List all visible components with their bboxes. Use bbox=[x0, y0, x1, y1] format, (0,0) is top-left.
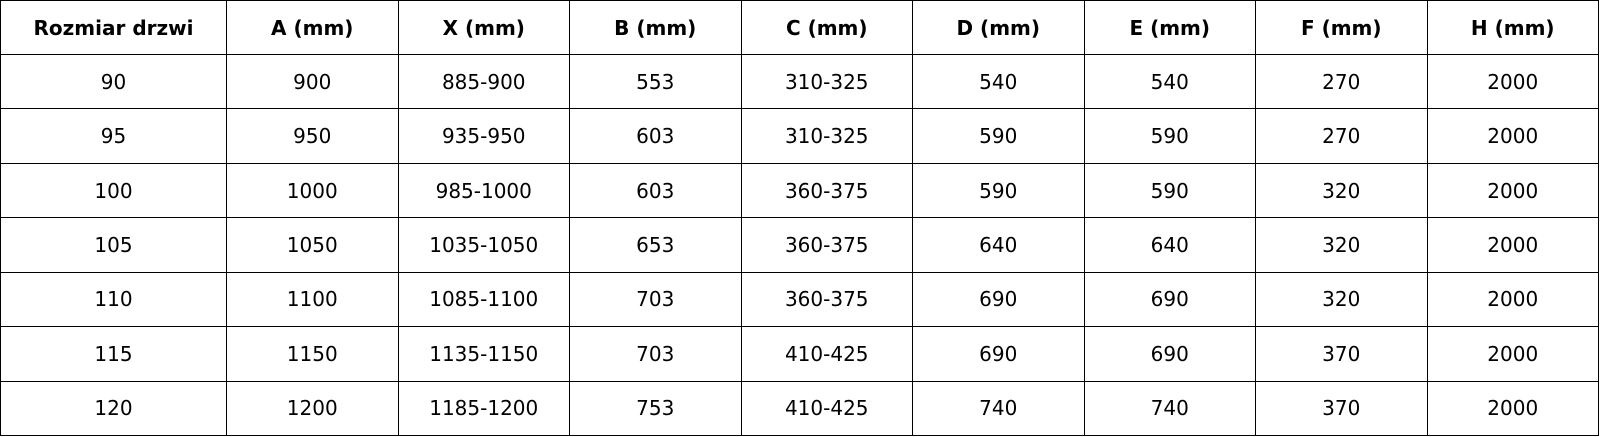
table-cell: 110 bbox=[0, 271, 227, 328]
table-cell: 2000 bbox=[1426, 53, 1599, 110]
table-row: 110 1100 1085-1100 703 360-375 690 690 320 2000 bbox=[0, 271, 1599, 328]
table-cell: 950 bbox=[226, 108, 399, 164]
column-header: C (mm) bbox=[740, 0, 913, 55]
table-cell: 590 bbox=[1083, 162, 1256, 219]
table-cell: 320 bbox=[1255, 162, 1428, 219]
table-cell: 1135-1150 bbox=[397, 326, 570, 382]
table-cell: 105 bbox=[0, 217, 227, 273]
table-cell: 95 bbox=[0, 108, 227, 164]
table-cell: 740 bbox=[1083, 380, 1256, 437]
table-row: 115 1150 1135-1150 703 410-425 690 690 370 2000 bbox=[0, 326, 1599, 382]
column-header: F (mm) bbox=[1255, 0, 1428, 55]
column-header: Rozmiar drzwi bbox=[0, 0, 227, 55]
table-cell: 590 bbox=[912, 162, 1085, 219]
column-header: E (mm) bbox=[1083, 0, 1256, 55]
table-cell: 690 bbox=[1083, 326, 1256, 382]
table-cell: 1185-1200 bbox=[397, 380, 570, 437]
table-cell: 320 bbox=[1255, 217, 1428, 273]
table-cell: 2000 bbox=[1426, 108, 1599, 164]
table-cell: 703 bbox=[569, 326, 742, 382]
table-cell: 270 bbox=[1255, 53, 1428, 110]
table-cell: 370 bbox=[1255, 326, 1428, 382]
table-cell: 603 bbox=[569, 162, 742, 219]
table-cell: 740 bbox=[912, 380, 1085, 437]
table-row: 100 1000 985-1000 603 360-375 590 590 320 2000 bbox=[0, 162, 1599, 219]
table-cell: 360-375 bbox=[740, 271, 913, 328]
table-cell: 553 bbox=[569, 53, 742, 110]
column-header: X (mm) bbox=[397, 0, 570, 55]
table-cell: 310-325 bbox=[740, 108, 913, 164]
table-cell: 640 bbox=[912, 217, 1085, 273]
table-cell: 2000 bbox=[1426, 271, 1599, 328]
table-cell: 1100 bbox=[226, 271, 399, 328]
table-cell: 2000 bbox=[1426, 162, 1599, 219]
table-cell: 603 bbox=[569, 108, 742, 164]
table-cell: 310-325 bbox=[740, 53, 913, 110]
table-cell: 1085-1100 bbox=[397, 271, 570, 328]
table-cell: 270 bbox=[1255, 108, 1428, 164]
table-cell: 410-425 bbox=[740, 326, 913, 382]
header-row: Rozmiar drzwi A (mm) X (mm) B (mm) C (mm) D (… bbox=[0, 0, 1599, 55]
table-cell: 1150 bbox=[226, 326, 399, 382]
table-cell: 115 bbox=[0, 326, 227, 382]
table-cell: 360-375 bbox=[740, 162, 913, 219]
table-cell: 900 bbox=[226, 53, 399, 110]
column-header: A (mm) bbox=[226, 0, 399, 55]
table-cell: 690 bbox=[1083, 271, 1256, 328]
table-cell: 90 bbox=[0, 53, 227, 110]
column-header: D (mm) bbox=[912, 0, 1085, 55]
table-cell: 540 bbox=[912, 53, 1085, 110]
table-cell: 1200 bbox=[226, 380, 399, 437]
table-cell: 1050 bbox=[226, 217, 399, 273]
table-cell: 370 bbox=[1255, 380, 1428, 437]
table-cell: 985-1000 bbox=[397, 162, 570, 219]
table-cell: 935-950 bbox=[397, 108, 570, 164]
table-cell: 753 bbox=[569, 380, 742, 437]
table-row: 120 1200 1185-1200 753 410-425 740 740 370 2000 bbox=[0, 380, 1599, 437]
column-header: H (mm) bbox=[1426, 0, 1599, 55]
table-row: 95 950 935-950 603 310-325 590 590 270 2000 bbox=[0, 108, 1599, 164]
table-cell: 2000 bbox=[1426, 326, 1599, 382]
table-cell: 703 bbox=[569, 271, 742, 328]
table-cell: 1035-1050 bbox=[397, 217, 570, 273]
table-cell: 2000 bbox=[1426, 217, 1599, 273]
table-cell: 640 bbox=[1083, 217, 1256, 273]
table-cell: 590 bbox=[1083, 108, 1256, 164]
table-cell: 100 bbox=[0, 162, 227, 219]
table-row: 90 900 885-900 553 310-325 540 540 270 2000 bbox=[0, 53, 1599, 110]
table-cell: 1000 bbox=[226, 162, 399, 219]
table-cell: 690 bbox=[912, 326, 1085, 382]
table-cell: 690 bbox=[912, 271, 1085, 328]
table-cell: 590 bbox=[912, 108, 1085, 164]
table-cell: 2000 bbox=[1426, 380, 1599, 437]
table-cell: 653 bbox=[569, 217, 742, 273]
table-row: 105 1050 1035-1050 653 360-375 640 640 320 2000 bbox=[0, 217, 1599, 273]
column-header: B (mm) bbox=[569, 0, 742, 55]
table-cell: 540 bbox=[1083, 53, 1256, 110]
table-cell: 885-900 bbox=[397, 53, 570, 110]
table-cell: 320 bbox=[1255, 271, 1428, 328]
table-cell: 120 bbox=[0, 380, 227, 437]
table-cell: 360-375 bbox=[740, 217, 913, 273]
table-cell: 410-425 bbox=[740, 380, 913, 437]
